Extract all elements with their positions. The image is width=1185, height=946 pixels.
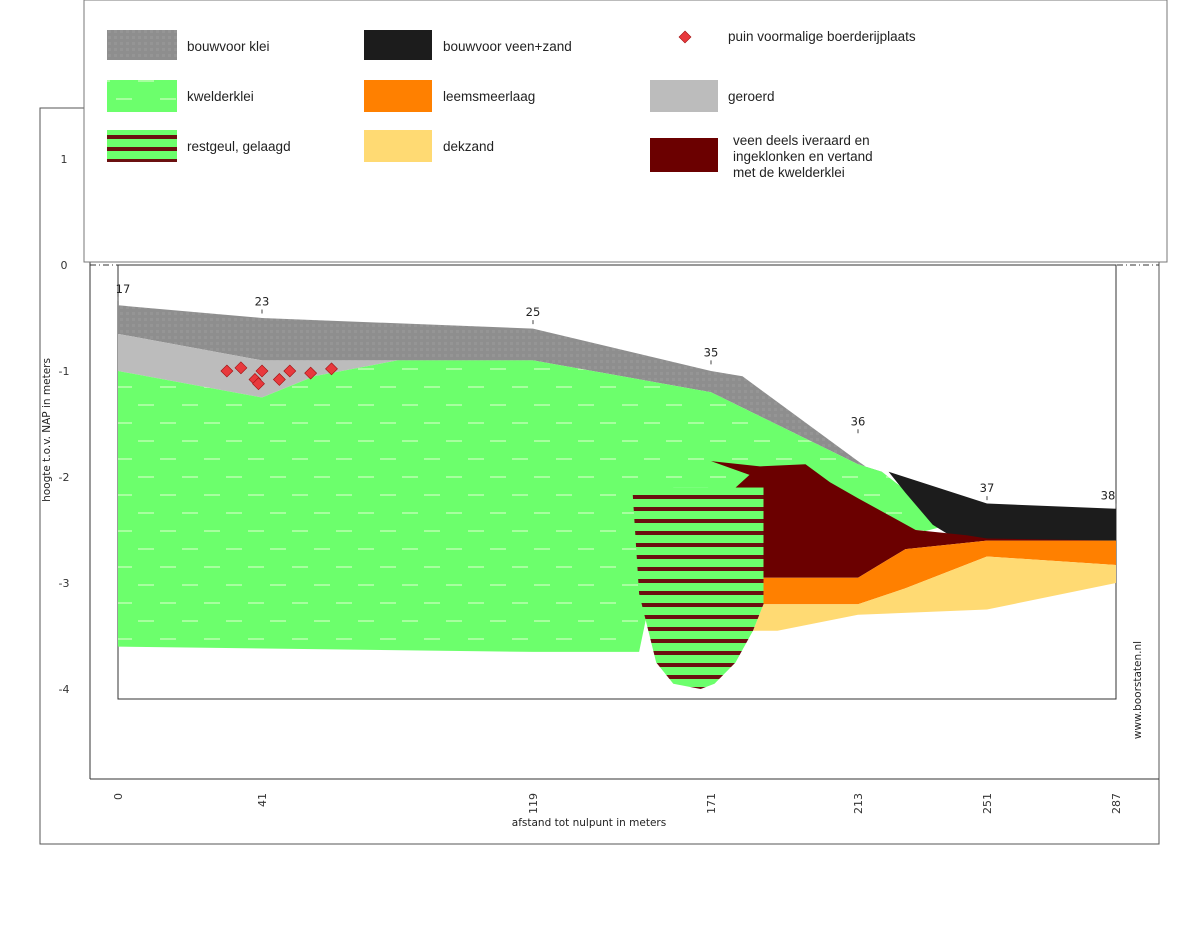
x-tick-labels-group: 0 41 119 171 213 251 287 — [112, 793, 1123, 814]
legend-swatch-restgeul — [107, 130, 177, 162]
legend-swatch-dekzand — [364, 130, 432, 162]
legend-label-geroerd: geroerd — [728, 89, 775, 104]
y-tick-label: 1 — [61, 153, 68, 166]
borehole-label: 35 — [704, 345, 719, 359]
borehole-label: 36 — [851, 414, 866, 428]
legend-swatch-leemsmeerlaag — [364, 80, 432, 112]
x-tick-label: 119 — [527, 793, 540, 814]
x-axis-title: afstand tot nulpunt in meters — [512, 817, 666, 829]
y-tick-labels-group: 1 0 -1 -2 -3 -4 — [59, 153, 70, 696]
y-axis-title: hoogte t.o.v. NAP in meters — [41, 358, 53, 502]
legend-label-bouwvoor-klei: bouwvoor klei — [187, 39, 270, 54]
legend-label-veen: veen deels iveraard en ingeklonken en ver… — [733, 133, 873, 180]
borehole-label: 37 — [980, 481, 995, 495]
legend-label-dekzand: dekzand — [443, 139, 494, 154]
y-tick-label: -4 — [59, 683, 70, 696]
layer-restgeul — [632, 487, 764, 689]
borehole-label: 23 — [255, 295, 270, 309]
legend-label-bouwvoor-veen-zand: bouwvoor veen+zand — [443, 39, 572, 54]
y-tick-label: 0 — [61, 259, 68, 272]
legend-swatch-geroerd — [650, 80, 718, 112]
borehole-label: 38 — [1101, 489, 1116, 503]
legend-swatch-bouwvoor-klei — [107, 30, 177, 60]
layers-group — [118, 305, 1116, 689]
layer-veen — [711, 461, 1116, 578]
layer-kwelderklei — [118, 360, 950, 652]
y-tick-label: -2 — [59, 471, 70, 484]
x-tick-label: 0 — [112, 793, 125, 800]
legend-swatch-veen — [650, 138, 718, 172]
x-tick-label: 213 — [852, 793, 865, 814]
borehole-label: 25 — [526, 305, 541, 319]
x-tick-label: 287 — [1110, 793, 1123, 814]
legend-label-puin: puin voormalige boerderijplaats — [728, 29, 916, 44]
legend-swatch-kwelderklei — [107, 80, 177, 112]
borehole-label: 17 — [116, 282, 131, 296]
puin-marker — [272, 373, 286, 386]
puin-marker — [304, 366, 318, 380]
legend: bouwvoor klei bouwvoor veen+zand puin voor… — [83, 0, 1168, 263]
x-tick-label: 251 — [981, 793, 994, 814]
layer-leemsmeerlaag — [763, 540, 1116, 605]
x-tick-label: 171 — [705, 793, 718, 814]
puin-marker — [234, 361, 248, 375]
legend-label-leemsmeerlaag: leemsmeerlaag — [443, 89, 535, 104]
puin-marker — [255, 364, 269, 378]
borehole-labels-group: 17 23 25 35 36 37 38 — [116, 282, 1117, 508]
watermark-text: www.boorstaten.nl — [1132, 641, 1144, 739]
y-tick-label: -3 — [59, 577, 70, 590]
legend-box — [83, 0, 1168, 263]
legend-swatch-bouwvoor-veen-zand — [364, 30, 432, 60]
layer-bouwvoor-veen-zand — [888, 471, 1116, 541]
x-tick-label: 41 — [256, 793, 269, 807]
puin-marker — [325, 362, 338, 376]
puin-marker — [283, 364, 297, 378]
layer-bouwvoor-klei — [118, 305, 933, 515]
y-tick-label: -1 — [59, 365, 70, 378]
legend-label-kwelderklei: kwelderklei — [187, 89, 254, 104]
puin-marker — [220, 364, 234, 378]
puin-marker — [252, 377, 265, 391]
puin-markers-group — [220, 361, 338, 391]
legend-label-restgeul: restgeul, gelaagd — [187, 139, 291, 154]
layer-geroerd — [118, 333, 398, 398]
legend-swatch-puin — [678, 30, 692, 44]
layer-dekzand — [753, 556, 1116, 631]
